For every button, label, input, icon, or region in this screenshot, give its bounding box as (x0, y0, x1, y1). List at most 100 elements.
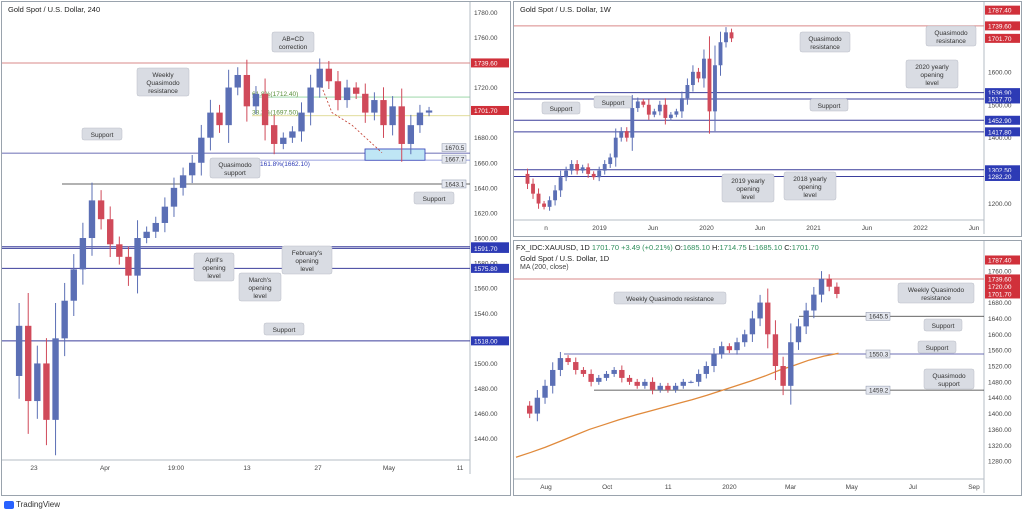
d1-ytick-label: 1760.00 (988, 268, 1012, 275)
d1-candle-body (711, 354, 717, 367)
h4-annotation-support-bg (81, 127, 123, 141)
d1-ytick-label: 1480.00 (988, 379, 1012, 386)
w1-annotation-support-3-bg (809, 98, 849, 112)
d1-ytick-label: 1280.00 (988, 459, 1012, 466)
daily-close: 1701.70 (791, 243, 819, 252)
h4-candle-body (298, 112, 305, 132)
h4-xtick-label: 27 (314, 465, 322, 472)
daily-last: 1701.70 (591, 243, 619, 252)
d1-candle-body (680, 381, 686, 386)
h4-price-label-bg (471, 336, 509, 346)
h4-xtick-label: 11 (457, 465, 464, 472)
d1-candle-body (788, 342, 794, 386)
d1-xtick-label: Sep (968, 484, 980, 491)
h4-candle-body (43, 363, 50, 420)
h4-candle-body (416, 112, 424, 126)
h4-candle-body (252, 93, 260, 107)
w1-candle-body (619, 131, 624, 138)
h4-chart[interactable]: 1440.001460.001480.001500.001520.001540.… (2, 2, 510, 495)
h4-candle-body (270, 125, 278, 144)
h4-chart-panel[interactable]: Gold Spot / U.S. Dollar, 240 1440.00 1460… (1, 1, 511, 496)
h4-annotation-support-1518-bg (263, 322, 305, 336)
w1-ytick-label: 1400.00 (988, 135, 1012, 142)
d1-ytick-label: 1600.00 (988, 332, 1012, 339)
w1-candle-body (679, 98, 684, 112)
daily-chart[interactable]: 1280.00 1320.00 1360.00 1400.00 1440.00 1480.… (514, 241, 1021, 495)
w1-price-label-bg (985, 21, 1020, 31)
w1-annotation-2020-opening: 2020 yearly (915, 64, 949, 71)
w1-xtick-label: 2022 (913, 225, 928, 232)
d1-candle-body (603, 373, 610, 378)
w1-xtick-label: Jun (969, 225, 980, 232)
h4-ytick-label: 1460.00 (474, 411, 498, 418)
w1-candle-body (558, 177, 563, 191)
w1-ytick-label: 1200.00 (988, 201, 1012, 208)
h4-candle-body (343, 87, 351, 101)
h4-candle-body (280, 137, 287, 144)
weekly-chart-panel[interactable]: Gold Spot / U.S. Dollar, 1W 1200.001300.… (513, 1, 1022, 237)
h4-candle-body (380, 100, 387, 126)
w1-candle-body (668, 114, 673, 118)
h4-candle-body (352, 87, 360, 94)
d1-candle-body (573, 362, 579, 370)
h4-candle-body (61, 300, 68, 339)
h4-candle-body (107, 219, 114, 245)
daily-high: 1714.75 (719, 243, 747, 252)
tradingview-logo-icon (4, 500, 14, 509)
h4-annotation-april: April's (205, 257, 223, 264)
d1-candle-body (811, 294, 817, 311)
d1-candle-body (818, 278, 825, 295)
d1-xtick-label: Oct (602, 484, 612, 491)
h4-price-label: 1701.70 (474, 108, 498, 115)
d1-annotation-weekly-qm: Weekly Quasimodo resistance (626, 296, 714, 303)
d1-xtick-label: 2020 (722, 484, 737, 491)
d1-annotation-support-1: Support (932, 323, 955, 330)
tradingview-brand[interactable]: TradingView (4, 500, 60, 509)
daily-change: +3.49 (+0.21%) (621, 243, 673, 252)
d1-candle-body (557, 358, 564, 370)
daily-open: 1685.10 (682, 243, 710, 252)
w1-price-label: 1417.80 (988, 129, 1012, 136)
d1-price-label: 1720.00 (988, 284, 1012, 291)
w1-candle-body (624, 131, 629, 138)
h4-candle-body (143, 231, 150, 239)
w1-annotation-support-1: Support (602, 100, 625, 107)
w1-annotation-2020-opening: level (925, 80, 939, 87)
h4-ytick-label: 1660.00 (474, 160, 498, 167)
d1-candle-body (642, 381, 648, 386)
d1-price-label-bg (985, 282, 1020, 292)
weekly-chart[interactable]: 1200.001300.001400.001500.001600.001700.… (514, 2, 1021, 236)
h4-annotation-abcd: AB=CD (282, 36, 304, 43)
h4-annotation-march: March's (249, 277, 272, 284)
h4-ytick-label: 1640.00 (474, 185, 498, 192)
h4-annotation-february-bg (281, 245, 333, 275)
d1-level-tag-bg (865, 349, 891, 359)
daily-chart-panel[interactable]: FX_IDC:XAUUSD, 1D 1701.70 +3.49 (+0.21%)… (513, 240, 1022, 496)
h4-candle-body (152, 222, 159, 232)
w1-xtick-label: Jun (755, 225, 766, 232)
brand-name: TradingView (16, 500, 61, 509)
d1-candle-body (634, 381, 640, 386)
h4-annotation-february: opening (295, 258, 319, 265)
d1-candle-body (742, 334, 748, 343)
w1-candle-body (531, 183, 535, 194)
d1-candle-body (772, 334, 779, 367)
h4-candle-body (289, 131, 296, 138)
h4-price-label: 1575.80 (474, 266, 498, 273)
d1-level-tag-bg (865, 385, 891, 395)
w1-price-label-bg (985, 94, 1020, 104)
h4-annotation-abcd-bg (271, 31, 315, 53)
w1-candle-body (536, 193, 541, 204)
h4-level-tag: 1670.5 (445, 145, 465, 152)
d1-candle-body (596, 377, 602, 382)
d1-annotation-weekly-qm-right-bg (897, 282, 975, 304)
w1-price-label: 1536.90 (988, 90, 1012, 97)
h4-ytick-label: 1600.00 (474, 236, 498, 243)
h4-candle-body (334, 81, 342, 101)
w1-price-label-bg (985, 165, 1020, 175)
h4-fib-label: 161.8%(1662.10) (260, 161, 310, 168)
h4-annotation-april: level (207, 273, 221, 280)
h4-annotation-abcd: correction (279, 44, 308, 51)
h4-candle-body (243, 74, 251, 107)
d1-level-tag: 1645.5 (869, 314, 889, 321)
